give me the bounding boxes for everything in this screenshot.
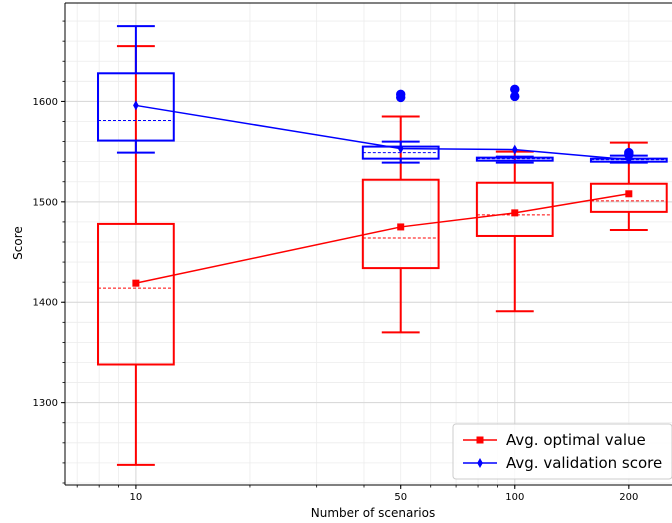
legend-marker-diamond	[477, 458, 483, 468]
y-tick-label: 1600	[33, 97, 58, 108]
mean-marker-diamond	[626, 154, 632, 165]
mean-line	[135, 104, 629, 161]
x-axis-label: Number of scenarios	[311, 506, 435, 520]
outlier-point	[510, 84, 520, 95]
mean-marker-square	[511, 209, 519, 217]
box-iqr	[96, 222, 175, 366]
x-tick-label: 50	[394, 492, 407, 503]
box-1-2	[475, 84, 554, 164]
y-axis-label: Score	[11, 226, 25, 260]
plot-area	[65, 3, 672, 485]
axes: 10 50 100 200 1300 1400 1500 1600	[33, 2, 672, 503]
mean-marker-square	[625, 190, 633, 198]
mean-marker-diamond	[397, 143, 404, 154]
legend-box	[452, 423, 672, 480]
outlier-point	[396, 89, 406, 100]
box-0-1	[361, 115, 440, 334]
plot-background	[65, 3, 672, 485]
box-iqr	[475, 156, 554, 162]
mean-marker-diamond	[133, 100, 139, 111]
x-tick-label: 100	[505, 492, 524, 503]
mean-marker-diamond	[511, 144, 518, 155]
y-tick-label: 1500	[33, 197, 58, 208]
grid	[65, 3, 672, 485]
series-1	[96, 25, 668, 165]
mean-marker-square	[397, 223, 405, 231]
box-iqr	[361, 178, 440, 270]
legend: Avg. optimal value Avg. validation score	[452, 423, 672, 480]
legend-label: Avg. optimal value	[506, 431, 646, 449]
mean-line	[135, 193, 629, 284]
legend-label: Avg. validation score	[506, 454, 662, 472]
box-iqr	[475, 181, 554, 237]
y-tick-label: 1400	[33, 298, 58, 309]
x-tick-label: 200	[619, 492, 638, 503]
mean-marker-square	[132, 279, 140, 287]
series-layer	[96, 25, 668, 466]
x-tick-label: 10	[130, 492, 143, 503]
box-iqr	[96, 72, 175, 142]
y-tick-label: 1300	[33, 398, 58, 409]
box-iqr	[589, 182, 668, 213]
box-1-0	[96, 25, 175, 154]
legend-marker-square	[476, 436, 484, 444]
